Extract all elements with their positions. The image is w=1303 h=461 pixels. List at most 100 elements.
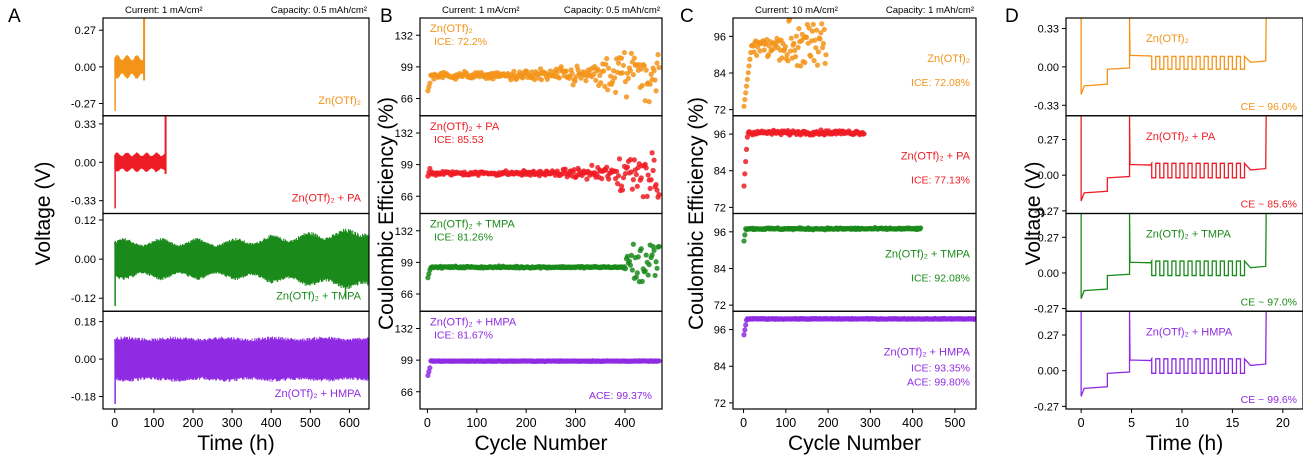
x-tick-label: 100 [143, 416, 164, 430]
ce-point [741, 103, 747, 109]
ce-point [813, 45, 819, 51]
ice-annotation: ICE: 77.13% [911, 175, 970, 187]
ce-point [556, 75, 562, 81]
y-tick-label: 84 [714, 263, 726, 275]
panel-letter: D [1005, 6, 1019, 27]
ce-point [636, 62, 642, 68]
ce-point [819, 21, 825, 27]
ce-point [819, 45, 826, 51]
ce-point [803, 34, 810, 40]
ce-point [620, 62, 627, 69]
ce-point [615, 173, 622, 179]
x-tick-label: 0 [740, 416, 747, 430]
ce-annotation: CE ~ 96.0% [1241, 101, 1297, 113]
ce-point [427, 80, 433, 86]
voltage-trace [114, 152, 166, 173]
subplot-4 [729, 310, 977, 410]
y-tick-label: 0.27 [75, 25, 96, 37]
ce-point [645, 172, 651, 178]
y-tick-label: 0.33 [1038, 23, 1059, 35]
x-tick-label: 200 [516, 416, 537, 430]
ce-point [631, 55, 637, 61]
panel-header-capacity: Capacity: 0.5 mAh/cm² [271, 5, 367, 16]
ce-point [646, 99, 652, 105]
y-tick-label: -0.27 [71, 99, 96, 111]
ce-point [810, 21, 816, 27]
panel-letter: B [380, 6, 393, 27]
ce-point [591, 71, 597, 77]
ce-point [630, 177, 636, 183]
panel-header-capacity: Capacity: 1 mAh/cm² [886, 5, 974, 16]
x-tick-label: 200 [183, 416, 204, 430]
y-tick-label: 84 [714, 361, 726, 373]
y-tick-label: 0.27 [1038, 232, 1059, 244]
x-tick-label: 100 [466, 416, 487, 430]
ce-point [742, 171, 748, 177]
series-label: Zn(OTf)₂ + HMPA [275, 388, 362, 400]
ce-point [646, 262, 652, 268]
ce-annotation: CE ~ 97.0% [1241, 296, 1297, 308]
ce-point [605, 87, 611, 93]
ce-annotation: CE ~ 85.6% [1241, 199, 1297, 211]
ce-point [785, 58, 791, 64]
x-tick-label: 100 [775, 416, 796, 430]
series-label: Zn(OTf)₂ [1146, 33, 1189, 45]
subplot-frame [732, 17, 977, 117]
ce-point [761, 47, 767, 53]
ce-point [631, 157, 637, 163]
ce-point [653, 88, 659, 94]
ce-point [651, 157, 657, 163]
x-tick-label: 400 [902, 416, 923, 430]
ce-point [821, 26, 827, 33]
ce-point [558, 64, 564, 70]
ce-point [544, 76, 551, 82]
ce-point [742, 232, 748, 238]
y-tick-label: -0.27 [1034, 401, 1059, 413]
x-axis-label: Time (h) [197, 432, 274, 455]
x-tick-label: 500 [300, 416, 321, 430]
voltage-profile [1080, 18, 1267, 95]
ce-point [618, 55, 625, 61]
x-tick-label: 300 [860, 416, 881, 430]
ce-point [651, 68, 657, 74]
subplot-4 [1062, 310, 1303, 410]
ce-point [642, 98, 648, 104]
series-red [114, 115, 167, 209]
ce-point [802, 59, 808, 66]
ce-point [647, 81, 653, 87]
ace-annotation: ACE: 99.80% [907, 376, 970, 388]
y-tick-label: 66 [401, 191, 413, 203]
ce-point [619, 187, 626, 193]
ce-point [787, 48, 794, 54]
ce-point [788, 35, 794, 41]
ce-point [628, 169, 634, 175]
series-green [741, 224, 924, 244]
ce-point [611, 68, 617, 74]
ce-point [652, 272, 658, 279]
y-tick-label: 132 [395, 128, 413, 140]
ce-point [622, 170, 629, 177]
ce-point [563, 68, 569, 74]
ce-point [643, 165, 649, 171]
y-tick-label: -0.33 [1034, 100, 1059, 112]
y-tick-label: -0.12 [71, 293, 96, 305]
series-label: Zn(OTf)₂ + PA [901, 151, 971, 163]
ce-point [608, 73, 614, 79]
y-tick-label: 66 [401, 289, 413, 301]
ice-annotation: ICE: 81.26% [434, 232, 493, 244]
ce-point [741, 332, 747, 338]
ce-point [604, 56, 610, 62]
y-tick-label: 0.00 [75, 254, 96, 266]
ce-point [651, 247, 657, 253]
y-tick-label: 96 [714, 227, 726, 239]
x-tick-label: 400 [261, 416, 282, 430]
ce-point [570, 82, 576, 88]
ce-point [811, 58, 817, 64]
series-label: Zn(OTf)₂ + TMPA [885, 248, 971, 260]
ce-point [814, 62, 821, 68]
series-orange [114, 18, 146, 111]
ce-point [648, 71, 654, 77]
y-tick-label: 0.00 [75, 157, 96, 169]
ce-point [653, 259, 659, 265]
ce-point [652, 77, 658, 83]
